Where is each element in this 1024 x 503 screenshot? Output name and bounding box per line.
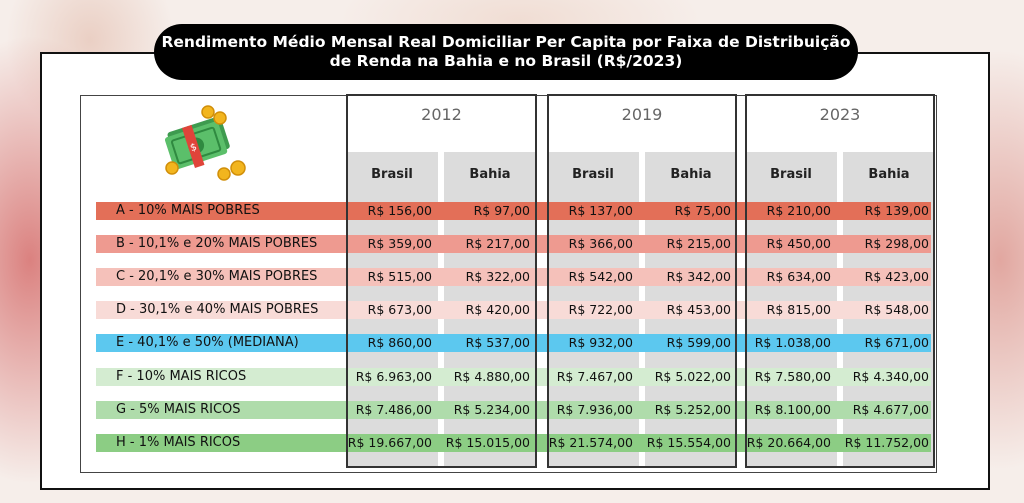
table-cell: R$ 4.677,00 xyxy=(852,402,929,417)
row-label: D - 30,1% e 40% MAIS POBRES xyxy=(116,302,319,317)
table-cell: R$ 515,00 xyxy=(367,269,432,284)
year-group-border xyxy=(547,94,737,468)
table-cell: R$ 932,00 xyxy=(568,335,633,350)
table-cell: R$ 21.574,00 xyxy=(548,435,633,450)
year-group-border xyxy=(745,94,935,468)
table-cell: R$ 671,00 xyxy=(864,335,929,350)
row-color-bar xyxy=(96,301,931,319)
table-cell: R$ 20.664,00 xyxy=(746,435,831,450)
region-header: Bahia xyxy=(645,152,737,198)
table-cell: R$ 7.936,00 xyxy=(556,402,633,417)
money-icon: $ xyxy=(158,104,250,184)
table-cell: R$ 210,00 xyxy=(766,203,831,218)
table-cell: R$ 359,00 xyxy=(367,236,432,251)
table-cell: R$ 75,00 xyxy=(674,203,731,218)
table-cell: R$ 673,00 xyxy=(367,302,432,317)
table-cell: R$ 15.554,00 xyxy=(646,435,731,450)
row-color-bar xyxy=(96,434,931,452)
region-header: Brasil xyxy=(346,152,438,198)
table-cell: R$ 97,00 xyxy=(473,203,530,218)
row-label: B - 10,1% e 20% MAIS POBRES xyxy=(116,236,318,251)
year-header: 2023 xyxy=(819,105,861,124)
table-cell: R$ 815,00 xyxy=(766,302,831,317)
table-cell: R$ 5.234,00 xyxy=(453,402,530,417)
row-color-bar xyxy=(96,334,931,352)
table-cell: R$ 6.963,00 xyxy=(355,369,432,384)
table-cell: R$ 420,00 xyxy=(465,302,530,317)
svg-text:$: $ xyxy=(189,142,198,154)
title-line-2: de Renda na Bahia e no Brasil (R$/2023) xyxy=(329,52,683,70)
row-color-bar xyxy=(96,268,931,286)
table-cell: R$ 537,00 xyxy=(465,335,530,350)
table-cell: R$ 137,00 xyxy=(568,203,633,218)
table-cell: R$ 599,00 xyxy=(666,335,731,350)
table-cell: R$ 634,00 xyxy=(766,269,831,284)
table-cell: R$ 4.340,00 xyxy=(852,369,929,384)
table-cell: R$ 11.752,00 xyxy=(844,435,929,450)
table-cell: R$ 322,00 xyxy=(465,269,530,284)
table-cell: R$ 217,00 xyxy=(465,236,530,251)
table-cell: R$ 860,00 xyxy=(367,335,432,350)
table-cell: R$ 7.467,00 xyxy=(556,369,633,384)
table-cell: R$ 156,00 xyxy=(367,203,432,218)
year-header: 2019 xyxy=(621,105,663,124)
table-cell: R$ 298,00 xyxy=(864,236,929,251)
row-color-bar xyxy=(96,368,931,386)
row-label: F - 10% MAIS RICOS xyxy=(116,369,247,384)
region-header: Brasil xyxy=(745,152,837,198)
table-cell: R$ 8.100,00 xyxy=(754,402,831,417)
table-cell: R$ 139,00 xyxy=(864,203,929,218)
year-group-border xyxy=(346,94,537,468)
row-label: E - 40,1% e 50% (MEDIANA) xyxy=(116,335,299,350)
row-label: H - 1% MAIS RICOS xyxy=(116,435,241,450)
table-cell: R$ 366,00 xyxy=(568,236,633,251)
year-header: 2012 xyxy=(421,105,462,124)
title-line-1: Rendimento Médio Mensal Real Domiciliar … xyxy=(161,33,851,51)
region-header: Bahia xyxy=(444,152,536,198)
row-color-bar xyxy=(96,202,931,220)
chart-title: Rendimento Médio Mensal Real Domiciliar … xyxy=(154,24,858,80)
region-header: Brasil xyxy=(547,152,639,198)
table-cell: R$ 15.015,00 xyxy=(445,435,530,450)
table-cell: R$ 423,00 xyxy=(864,269,929,284)
table-cell: R$ 542,00 xyxy=(568,269,633,284)
table-cell: R$ 7.486,00 xyxy=(355,402,432,417)
table-cell: R$ 4.880,00 xyxy=(453,369,530,384)
row-label: G - 5% MAIS RICOS xyxy=(116,402,241,417)
table-cell: R$ 450,00 xyxy=(766,236,831,251)
row-label: C - 20,1% e 30% MAIS POBRES xyxy=(116,269,318,284)
table-cell: R$ 5.022,00 xyxy=(654,369,731,384)
region-header: Bahia xyxy=(843,152,935,198)
table-cell: R$ 722,00 xyxy=(568,302,633,317)
table-cell: R$ 453,00 xyxy=(666,302,731,317)
table-cell: R$ 342,00 xyxy=(666,269,731,284)
table-cell: R$ 1.038,00 xyxy=(754,335,831,350)
row-color-bar xyxy=(96,401,931,419)
row-color-bar xyxy=(96,235,931,253)
table-cell: R$ 548,00 xyxy=(864,302,929,317)
row-label: A - 10% MAIS POBRES xyxy=(116,203,260,218)
table-cell: R$ 5.252,00 xyxy=(654,402,731,417)
table-cell: R$ 215,00 xyxy=(666,236,731,251)
table-cell: R$ 19.667,00 xyxy=(347,435,432,450)
table-cell: R$ 7.580,00 xyxy=(754,369,831,384)
